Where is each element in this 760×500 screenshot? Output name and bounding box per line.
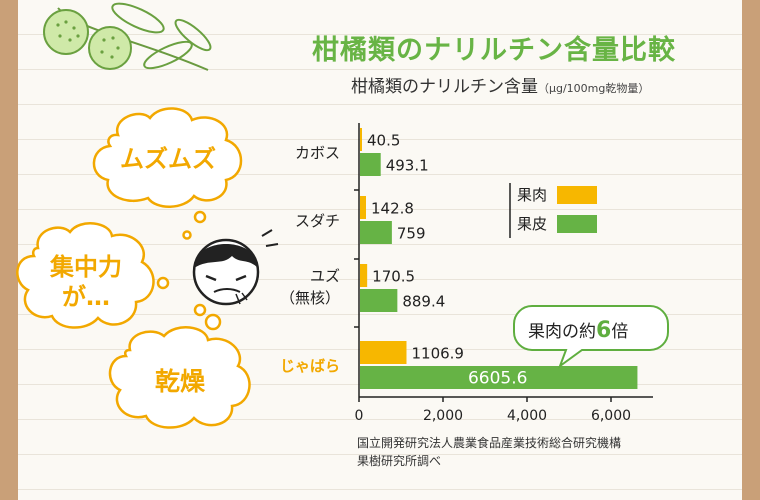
thought-text-3: 乾燥 [155,367,206,396]
thought-text-2a: 集中力 [49,253,122,281]
citrus-branch-illustration [43,2,212,71]
x-tick-label: 4,000 [507,408,547,424]
bar-value-label: 759 [397,225,426,243]
x-tick-label: 6,000 [591,408,631,424]
bar-peel [360,153,381,176]
legend-label-flesh: 果肉 [517,186,547,204]
category-label: ユズ [310,267,340,285]
source-note: 国立開発研究法人農業食品産業技術総合研究機構 果樹研究所調べ [357,434,621,470]
thought-texts: ムズムズ 集中力 が… 乾燥 [49,145,216,396]
bar-flesh [360,196,366,219]
bar-flesh [360,341,407,364]
bar-value-label: 1106.9 [411,345,464,363]
legend-swatch-flesh [557,186,597,204]
bar-value-label: 493.1 [386,157,429,175]
legend: 果肉 果皮 [509,183,597,238]
category-label: カボス [295,144,340,162]
bar-value-label: 142.8 [371,200,414,218]
callout-number: 6 [596,318,611,343]
thought-text-1: ムズムズ [120,145,216,173]
worried-face-icon [192,229,279,306]
source-line-2: 果樹研究所調べ [357,454,442,468]
bar-peel [360,366,638,389]
category-label: （無核） [280,289,340,307]
thought-illustration [16,107,279,429]
bar-value-label: 6605.6 [468,369,527,389]
bar-peel [360,221,392,244]
bar-value-label: 40.5 [367,132,400,150]
svg-text:果肉の約6倍: 果肉の約6倍 [528,318,628,343]
thought-cloud-1 [92,107,243,208]
thought-cloud-2 [16,222,155,329]
bar-value-label: 889.4 [402,293,445,311]
category-label: スダチ [295,212,340,230]
bar-peel [360,289,398,312]
page-title: 柑橘類のナリルチン含量比較 [312,35,676,66]
bar-flesh [360,128,362,151]
category-label: じゃばら [280,357,340,375]
chart-subtitle: 柑橘類のナリルチン含量（μg/100mg乾物量） [351,72,649,97]
legend-label-peel: 果皮 [517,215,547,233]
callout-bubble: 果肉の約6倍 [513,305,669,369]
legend-swatch-peel [557,215,597,233]
callout-suffix: 倍 [611,322,628,342]
bar-flesh [360,264,368,287]
bar-value-label: 170.5 [372,268,415,286]
x-tick-label: 2,000 [423,408,463,424]
unit-label: （μg/100mg乾物量） [538,82,650,95]
thought-cloud-3 [108,326,251,429]
callout-text: 果肉の約 [528,322,596,342]
thought-text-2b: が… [62,283,110,311]
subtitle-text: 柑橘類のナリルチン含量 [351,77,538,97]
source-line-1: 国立開発研究法人農業食品産業技術総合研究機構 [357,436,622,450]
x-tick-label: 0 [355,408,364,424]
